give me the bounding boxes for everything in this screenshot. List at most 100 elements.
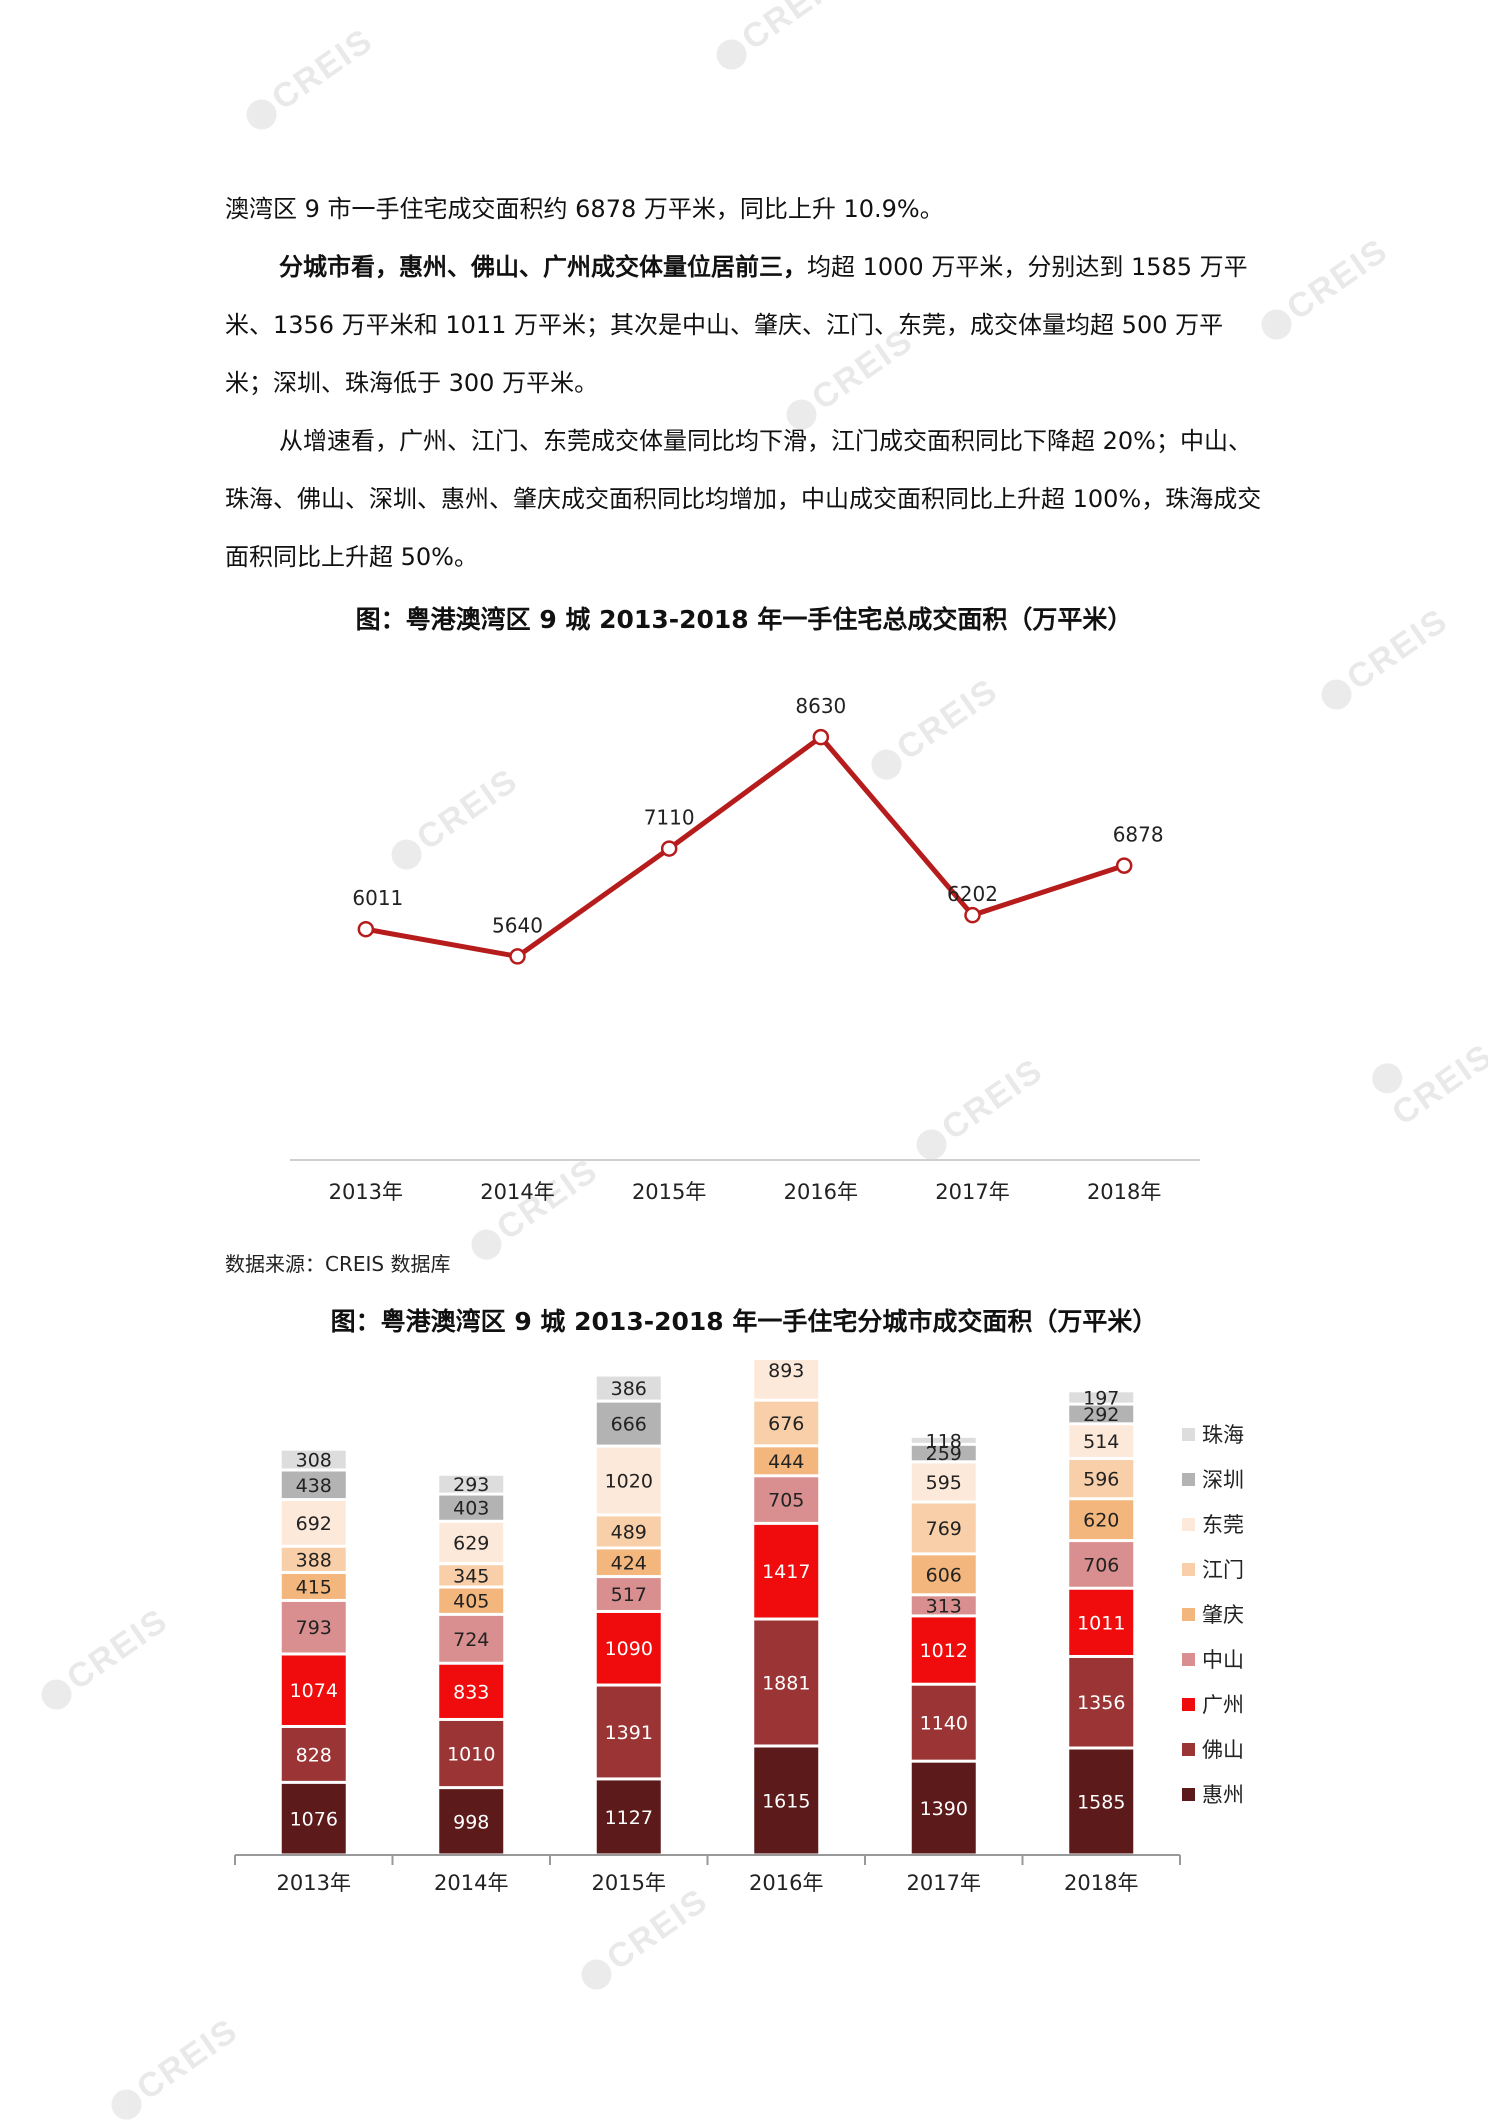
bar-segment (596, 1516, 661, 1547)
x-tick-label: 2015年 (592, 1871, 666, 1895)
bar-segment (281, 1601, 346, 1653)
legend-swatch (1182, 1653, 1195, 1666)
paragraph-2: 分城市看，惠州、佛山、广州成交体量位居前三，均超 1000 万平米，分别达到 1… (225, 238, 1265, 412)
data-label: 8630 (795, 694, 846, 718)
data-label: 489 (611, 1521, 647, 1543)
bar-segment (596, 1402, 661, 1445)
data-point (660, 840, 678, 857)
bar-segment (439, 1475, 504, 1493)
data-label: 1090 (605, 1638, 653, 1660)
bar-segment (281, 1727, 346, 1781)
legend-swatch (1182, 1473, 1195, 1486)
data-label: 793 (296, 1617, 332, 1639)
data-label: 293 (453, 1474, 489, 1496)
legend-label: 东莞 (1202, 1513, 1244, 1537)
legend-label: 深圳 (1202, 1468, 1244, 1492)
data-label: 692 (296, 1513, 332, 1535)
data-point (964, 906, 981, 924)
data-label: 1585 (1077, 1792, 1125, 1814)
bar-chart-title: 图：粤港澳湾区 9 城 2013-2018 年一手住宅分城市成交面积（万平米） (330, 1307, 1158, 1336)
legend-label: 中山 (1202, 1648, 1244, 1672)
bar-segment (596, 1447, 661, 1514)
bar-segment (754, 1747, 819, 1854)
data-label: 629 (453, 1533, 489, 1555)
x-tick-label: 2014年 (480, 1180, 554, 1204)
data-label: 1140 (920, 1713, 968, 1735)
bar-segment (281, 1573, 346, 1599)
data-label: 1074 (290, 1680, 338, 1702)
paragraph-3: 从增速看，广州、江门、东莞成交体量同比均下滑，江门成交面积同比下降超 20%；中… (225, 427, 1262, 571)
watermark: CREIS (237, 21, 381, 138)
bar-segment (281, 1450, 346, 1469)
line-chart-title: 图：粤港澳湾区 9 城 2013-2018 年一手住宅总成交面积（万平米） (355, 605, 1133, 634)
bar-segment (1069, 1542, 1134, 1587)
legend-label: 珠海 (1202, 1423, 1244, 1447)
bar-segment (911, 1445, 976, 1461)
data-label: 517 (611, 1584, 647, 1606)
bar-segment (911, 1762, 976, 1854)
data-label: 706 (1083, 1554, 1119, 1576)
x-tick-label: 2017年 (935, 1180, 1009, 1204)
data-label: 833 (453, 1681, 489, 1703)
bar-segment (439, 1615, 504, 1662)
x-tick-label: 2015年 (632, 1180, 706, 1204)
bar-segment (911, 1617, 976, 1683)
data-label: 769 (926, 1518, 962, 1540)
data-label: 1012 (920, 1640, 968, 1662)
data-label: 405 (453, 1591, 489, 1613)
data-label: 424 (611, 1552, 647, 1574)
bar-segment (596, 1780, 661, 1854)
data-label: 724 (453, 1629, 489, 1651)
data-label: 676 (768, 1413, 804, 1435)
bar-segment (439, 1522, 504, 1563)
x-tick-label: 2017年 (907, 1871, 981, 1895)
data-label: 893 (768, 1360, 804, 1382)
data-label: 345 (453, 1565, 489, 1587)
data-label: 666 (611, 1414, 647, 1436)
data-label: 514 (1083, 1431, 1119, 1453)
bar-segment (596, 1578, 661, 1610)
data-label: 1390 (920, 1798, 968, 1820)
legend-label: 肇庆 (1202, 1603, 1244, 1627)
data-label: 259 (926, 1443, 962, 1465)
data-point (357, 920, 375, 938)
bar-segment (1069, 1589, 1134, 1655)
bar-segment (439, 1720, 504, 1787)
data-label: 5640 (492, 913, 543, 937)
data-label: 1010 (447, 1744, 495, 1766)
bar-segment (911, 1503, 976, 1553)
legend-swatch (1182, 1743, 1195, 1756)
data-source: 数据来源：CREIS 数据库 (225, 1252, 451, 1276)
bar-segment (754, 1477, 819, 1522)
legend-swatch (1182, 1563, 1195, 1576)
data-label: 197 (1083, 1387, 1119, 1409)
bar-segment (911, 1685, 976, 1760)
legend-label: 江门 (1202, 1558, 1244, 1582)
bar-segment (281, 1547, 346, 1571)
line-chart: 6011 5640 7110 8630 6202 6878 2013年 2014年 2015年 2… (290, 694, 1200, 1204)
legend-swatch (1182, 1608, 1195, 1621)
bar-segment (911, 1437, 976, 1443)
watermark: CREIS (707, 0, 851, 78)
data-label: 705 (768, 1490, 804, 1512)
bar-segment (596, 1612, 661, 1684)
data-label: 415 (296, 1576, 332, 1598)
bar-segment (1069, 1749, 1134, 1854)
data-label: 438 (296, 1475, 332, 1497)
legend-swatch (1182, 1698, 1195, 1711)
bar-segment (754, 1360, 819, 1399)
data-label: 828 (296, 1744, 332, 1766)
bar-segment (596, 1549, 661, 1576)
data-label: 444 (768, 1451, 804, 1473)
bar-segment (1069, 1500, 1134, 1540)
bar-segment (1069, 1392, 1134, 1403)
data-label: 7110 (644, 806, 695, 830)
data-label: 1356 (1077, 1692, 1125, 1714)
bar-segment (596, 1376, 661, 1400)
x-tick-label: 2016年 (749, 1871, 823, 1895)
data-point (812, 728, 830, 746)
bar-segment (911, 1555, 976, 1594)
data-point (509, 948, 526, 965)
data-label: 403 (453, 1498, 489, 1520)
series-line (365, 734, 1125, 959)
